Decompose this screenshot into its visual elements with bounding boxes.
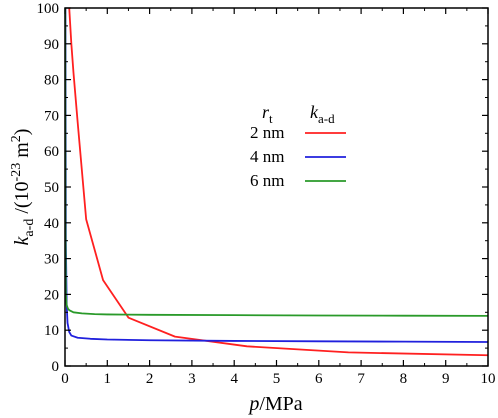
y-tick-label: 80 [44, 73, 59, 89]
y-tick-label: 60 [44, 144, 59, 160]
series-layer [65, 8, 488, 357]
y-tick-label: 30 [44, 252, 59, 268]
x-tick-label: 1 [104, 371, 112, 387]
legend-header-left-var: r [262, 102, 270, 122]
y-tick-label: 40 [44, 216, 59, 232]
y-axis-end: ) [11, 129, 33, 136]
y-tick-label: 90 [44, 37, 59, 53]
legend: rt ka-d 2 nm 4 nm 6 nm [250, 102, 346, 190]
legend-header-right: ka-d [310, 102, 335, 126]
legend-label: 2 nm [250, 123, 284, 142]
y-axis-sup2: 2 [9, 135, 24, 142]
y-axis-sub: a-d [22, 219, 37, 237]
legend-header-left: rt [262, 102, 273, 126]
y-tick-label: 70 [44, 108, 59, 124]
x-axis-unit: /MPa [259, 393, 302, 415]
x-tick-label: 8 [400, 371, 408, 387]
y-tick-label: 100 [37, 1, 60, 17]
x-tick-label: 3 [188, 371, 196, 387]
series-line-2-nm [68, 8, 488, 357]
y-axis-unit: m [11, 142, 33, 163]
legend-label: 6 nm [250, 171, 284, 190]
y-axis-label: ka-d /(10-23 m2) [9, 129, 37, 246]
x-axis-var: p [247, 393, 259, 415]
x-tick-label: 0 [61, 371, 69, 387]
x-tick-label: 6 [315, 371, 323, 387]
y-tick-label: 10 [44, 323, 59, 339]
x-tick-label: 2 [146, 371, 154, 387]
y-tick-label: 0 [52, 359, 60, 375]
legend-header-left-sub: t [269, 111, 273, 126]
legend-header-right-sub: a-d [318, 111, 335, 126]
x-axis-label: p/MPa [247, 393, 302, 415]
x-tick-label: 7 [357, 371, 365, 387]
series-line-6-nm [65, 8, 488, 317]
y-axis-sup: -23 [9, 163, 24, 182]
y-tick-label: 20 [44, 287, 59, 303]
y-tick-label: 50 [44, 180, 59, 196]
legend-label: 4 nm [250, 147, 284, 166]
x-tick-label: 9 [442, 371, 450, 387]
y-axis-mid: /(10 [11, 181, 33, 218]
legend-entries: 2 nm 4 nm 6 nm [250, 123, 346, 190]
legend-header-right-var: k [310, 102, 319, 122]
y-axis-var: k [11, 235, 33, 245]
x-tick-label: 5 [273, 371, 281, 387]
x-tick-label: 10 [481, 371, 496, 387]
x-tick-label: 4 [230, 371, 238, 387]
